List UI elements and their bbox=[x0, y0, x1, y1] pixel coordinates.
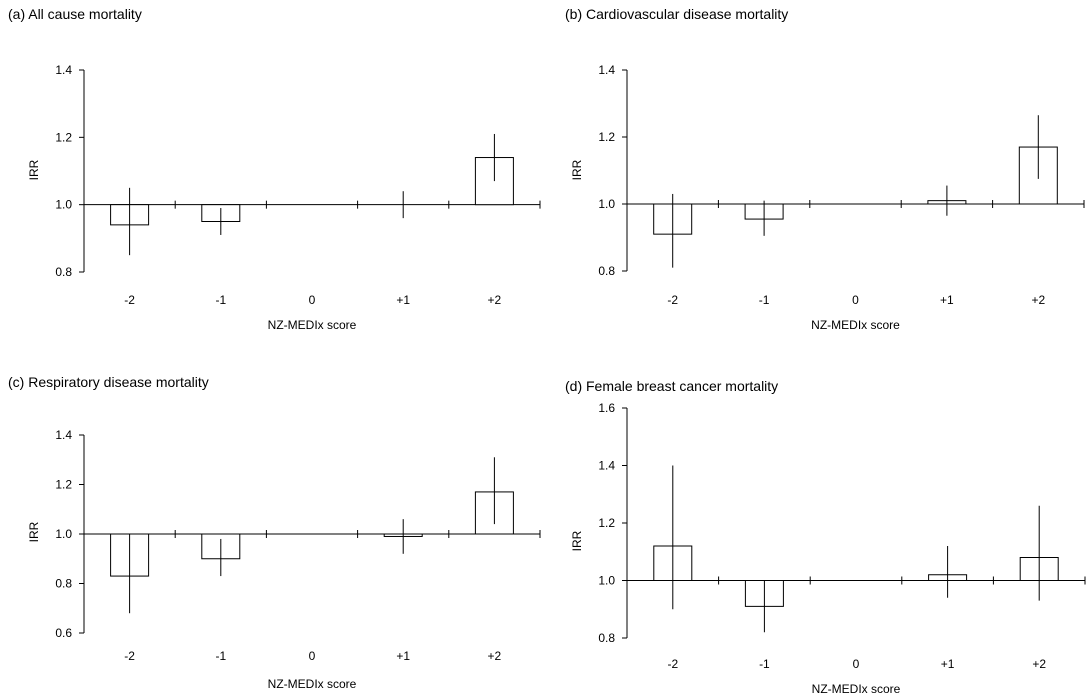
y-axis-title: IRR bbox=[570, 159, 584, 180]
y-tick-label: 0.8 bbox=[55, 265, 72, 279]
y-tick-label: 1.2 bbox=[55, 130, 72, 144]
x-tick-label: 0 bbox=[309, 293, 316, 307]
y-tick-label: 1.0 bbox=[55, 527, 72, 541]
y-tick-label: 1.6 bbox=[598, 401, 615, 415]
x-tick-label: +2 bbox=[488, 649, 502, 663]
x-tick-label: +1 bbox=[940, 293, 954, 307]
chart-title: (c) Respiratory disease mortality bbox=[8, 374, 209, 390]
y-tick-label: 0.8 bbox=[598, 264, 615, 278]
y-tick-label: 0.8 bbox=[598, 631, 615, 645]
y-axis-title: IRR bbox=[27, 521, 41, 542]
x-tick-label: -1 bbox=[215, 649, 226, 663]
y-tick-label: 0.6 bbox=[55, 626, 72, 640]
x-tick-label: -2 bbox=[667, 657, 678, 671]
x-tick-label: -2 bbox=[124, 293, 135, 307]
y-tick-label: 1.4 bbox=[598, 63, 615, 77]
chart-plot-b: 0.8 1.0 1.2 1.4 -2 -1 0 +1 +2 NZ-MEDIx score IRR bbox=[570, 63, 1085, 332]
x-axis-title: NZ-MEDIx score bbox=[812, 682, 901, 696]
x-axis-title: NZ-MEDIx score bbox=[268, 318, 357, 332]
y-tick-label: 1.4 bbox=[598, 459, 615, 473]
x-tick-label: -1 bbox=[759, 657, 770, 671]
chart-title: (d) Female breast cancer mortality bbox=[565, 378, 779, 394]
x-tick-label: 0 bbox=[309, 649, 316, 663]
y-tick-label: 1.2 bbox=[598, 130, 615, 144]
x-tick-label: +2 bbox=[1031, 293, 1045, 307]
y-tick-label: 1.4 bbox=[55, 63, 72, 77]
panel-b: (b) Cardiovascular disease mortality 0.8… bbox=[544, 0, 1088, 350]
y-tick-label: 1.2 bbox=[55, 478, 72, 492]
x-tick-label: -1 bbox=[759, 293, 770, 307]
x-tick-label: 0 bbox=[852, 293, 859, 307]
chart-plot-c: 0.6 0.8 1.0 1.2 1.4 -2 -1 0 +1 +2 NZ-MEDIx score IR… bbox=[27, 428, 541, 691]
x-axis-title: NZ-MEDIx score bbox=[268, 677, 357, 691]
y-tick-label: 0.8 bbox=[55, 577, 72, 591]
x-tick-label: -2 bbox=[124, 649, 135, 663]
x-tick-label: -2 bbox=[667, 293, 678, 307]
panel-d: (d) Female breast cancer mortality 0.8 1.… bbox=[544, 350, 1088, 700]
x-tick-label: +2 bbox=[1032, 657, 1046, 671]
panel-c: (c) Respiratory disease mortality 0.6 0.8… bbox=[0, 350, 544, 700]
y-tick-label: 1.2 bbox=[598, 516, 615, 530]
x-tick-label: +1 bbox=[941, 657, 955, 671]
chart-plot-d: 0.8 1.0 1.2 1.4 1.6 -2 -1 0 +1 +2 NZ-MEDIx score IR… bbox=[570, 401, 1086, 696]
x-tick-label: 0 bbox=[853, 657, 860, 671]
panel-a: (a) All cause mortality 0.8 1.0 1.2 1.4 -2 -1… bbox=[0, 0, 544, 350]
chart-plot-a: 0.8 1.0 1.2 1.4 -2 -1 0 +1 +2 NZ-MEDIx score IRR bbox=[27, 63, 541, 332]
x-axis-title: NZ-MEDIx score bbox=[811, 318, 900, 332]
chart-title: (a) All cause mortality bbox=[8, 6, 142, 22]
x-tick-label: +1 bbox=[396, 293, 410, 307]
x-tick-label: -1 bbox=[215, 293, 226, 307]
y-tick-label: 1.0 bbox=[598, 197, 615, 211]
y-axis-title: IRR bbox=[27, 159, 41, 180]
y-tick-label: 1.0 bbox=[55, 198, 72, 212]
x-tick-label: +1 bbox=[396, 649, 410, 663]
y-tick-label: 1.0 bbox=[598, 574, 615, 588]
y-axis-title: IRR bbox=[570, 530, 584, 551]
chart-title: (b) Cardiovascular disease mortality bbox=[565, 6, 789, 22]
x-tick-label: +2 bbox=[488, 293, 502, 307]
y-tick-label: 1.4 bbox=[55, 428, 72, 442]
